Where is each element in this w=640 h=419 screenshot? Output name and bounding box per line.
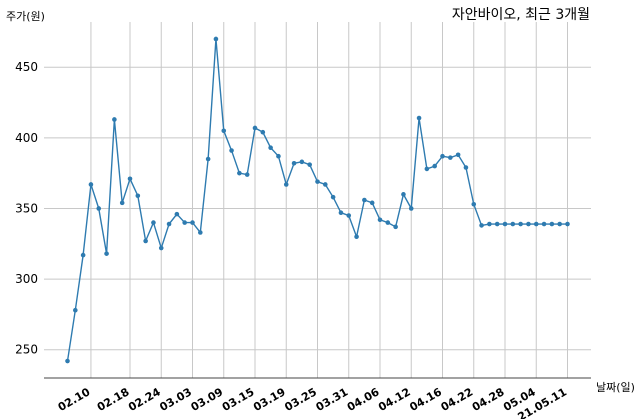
data-point xyxy=(104,251,109,256)
data-point xyxy=(463,165,469,170)
x-tick-label: 02.24 xyxy=(126,385,163,414)
x-tick-label: 04.16 xyxy=(407,385,444,414)
data-point xyxy=(151,220,156,225)
x-tick-label: 04.12 xyxy=(376,385,413,414)
data-point xyxy=(330,194,336,200)
data-point xyxy=(533,221,539,227)
data-point xyxy=(158,245,164,251)
data-point xyxy=(291,160,297,166)
data-point xyxy=(65,358,70,364)
data-point xyxy=(518,221,523,227)
data-point xyxy=(237,170,242,176)
y-tick-label: 400 xyxy=(15,131,38,145)
data-point xyxy=(401,192,406,197)
data-point xyxy=(323,182,328,187)
data-point xyxy=(487,221,492,227)
data-point xyxy=(416,115,422,121)
data-point xyxy=(510,221,516,227)
x-axis-label: 날짜(일) xyxy=(596,380,635,394)
data-point xyxy=(252,125,258,131)
x-tick-label: 03.15 xyxy=(220,385,257,414)
x-tick-label: 02.18 xyxy=(95,385,132,414)
data-point xyxy=(385,220,391,225)
data-point xyxy=(377,217,383,223)
x-tick-label: 03.09 xyxy=(189,385,226,414)
data-point xyxy=(369,200,375,206)
data-point xyxy=(127,176,133,182)
data-point xyxy=(354,234,359,240)
data-point xyxy=(112,117,117,122)
y-tick-labels: 250 300 350 400 450 xyxy=(15,60,38,357)
x-tick-labels: 02.10 02.1802.2403.0303.0903.1503.1903.25… xyxy=(56,385,569,419)
chart-title: 자안바이오, 최근 3개월 xyxy=(452,7,590,23)
data-point xyxy=(565,221,570,227)
data-point xyxy=(213,36,219,42)
data-point xyxy=(260,129,266,135)
data-point xyxy=(143,238,148,244)
vertical-grid-lines xyxy=(90,22,568,378)
x-tick-label: 04.22 xyxy=(439,385,476,414)
x-tick-label: 03.03 xyxy=(157,385,194,414)
data-point xyxy=(408,206,414,211)
x-tick-label: 03.25 xyxy=(282,385,319,414)
price-series-points xyxy=(65,36,570,364)
y-tick-label: 450 xyxy=(15,60,38,74)
x-tick-label: 04.06 xyxy=(345,385,382,414)
horizontal-grid-lines xyxy=(44,66,591,351)
data-point xyxy=(338,210,344,216)
data-point xyxy=(526,221,531,227)
data-point xyxy=(88,182,94,187)
data-point xyxy=(174,211,180,217)
data-point xyxy=(135,193,141,199)
data-point xyxy=(80,252,86,258)
data-point xyxy=(205,156,211,162)
data-point xyxy=(557,221,562,227)
data-point xyxy=(299,159,305,165)
data-point xyxy=(229,148,234,153)
y-tick-label: 250 xyxy=(15,343,38,357)
data-point xyxy=(198,230,203,235)
data-point xyxy=(440,153,445,159)
data-point xyxy=(494,221,500,227)
data-point xyxy=(244,172,250,177)
data-point xyxy=(362,197,367,203)
data-point xyxy=(166,221,172,227)
x-tick-label: 03.19 xyxy=(251,385,288,414)
x-tick-label: 04.28 xyxy=(470,385,507,414)
x-tick-label: 02.10 xyxy=(56,385,93,414)
data-point xyxy=(502,221,508,227)
data-point xyxy=(432,163,437,169)
y-tick-label: 300 xyxy=(15,272,38,286)
data-point xyxy=(283,182,289,187)
data-point xyxy=(307,162,312,167)
data-point xyxy=(479,223,484,228)
data-point xyxy=(448,155,453,160)
data-point xyxy=(268,145,273,151)
data-point xyxy=(276,153,281,159)
data-point xyxy=(73,307,78,313)
data-point xyxy=(182,220,187,225)
data-point xyxy=(221,128,227,134)
data-point xyxy=(455,152,461,158)
data-point xyxy=(471,201,477,207)
data-point xyxy=(424,166,430,172)
data-point xyxy=(190,220,195,225)
data-point xyxy=(541,221,547,227)
data-point xyxy=(549,221,555,227)
y-tick-label: 350 xyxy=(15,201,38,215)
x-tick-label: 03.31 xyxy=(314,385,351,414)
y-axis-label: 주가(원) xyxy=(6,10,45,23)
data-point xyxy=(346,213,352,218)
data-point xyxy=(119,200,125,206)
data-point xyxy=(393,224,398,230)
data-point xyxy=(315,179,320,184)
data-point xyxy=(96,206,102,211)
